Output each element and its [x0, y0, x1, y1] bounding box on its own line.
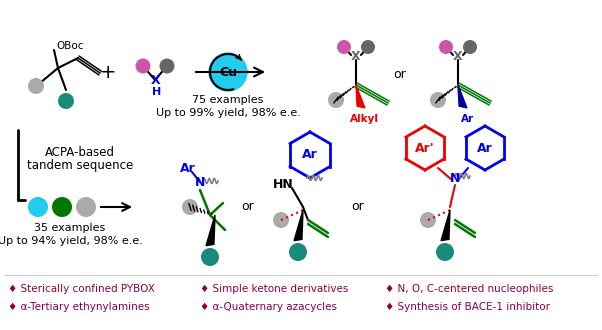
Text: Up to 94% yield, 98% e.e.: Up to 94% yield, 98% e.e. [0, 236, 143, 246]
Text: X: X [351, 50, 361, 63]
Circle shape [463, 40, 477, 54]
Text: ♦ α-Tertiary ethynylamines: ♦ α-Tertiary ethynylamines [8, 302, 150, 312]
Polygon shape [458, 85, 467, 108]
Polygon shape [356, 85, 365, 108]
Text: X: X [151, 75, 161, 87]
Circle shape [337, 40, 351, 54]
Circle shape [28, 197, 48, 217]
Text: HN: HN [273, 179, 293, 191]
Polygon shape [294, 210, 303, 241]
Circle shape [201, 248, 219, 266]
Circle shape [273, 212, 289, 228]
Text: Alkyl: Alkyl [350, 114, 379, 124]
Circle shape [436, 243, 454, 261]
Circle shape [160, 58, 175, 74]
Text: +: + [100, 62, 116, 82]
Text: or: or [241, 201, 255, 214]
Text: Ar': Ar' [415, 142, 435, 154]
Text: OBoc: OBoc [56, 41, 84, 51]
Text: Ar: Ar [477, 142, 493, 154]
Text: Up to 99% yield, 98% e.e.: Up to 99% yield, 98% e.e. [155, 108, 300, 118]
Text: ♦ Synthesis of BACE-1 inhibitor: ♦ Synthesis of BACE-1 inhibitor [385, 302, 550, 312]
Text: X: X [453, 50, 463, 63]
Circle shape [289, 243, 307, 261]
Circle shape [58, 93, 74, 109]
Circle shape [182, 199, 198, 215]
Text: Ar: Ar [180, 161, 196, 175]
Polygon shape [206, 215, 215, 246]
Polygon shape [441, 210, 450, 241]
Circle shape [209, 53, 247, 91]
Text: 75 examples: 75 examples [192, 95, 264, 105]
Text: Ar: Ar [302, 148, 318, 161]
Circle shape [28, 78, 44, 94]
Text: or: or [394, 69, 406, 82]
Text: 35 examples: 35 examples [34, 223, 105, 233]
Text: tandem sequence: tandem sequence [27, 158, 133, 172]
Text: H: H [152, 87, 161, 97]
Text: N: N [450, 172, 460, 184]
Text: Cu: Cu [219, 65, 237, 79]
Text: N: N [195, 177, 205, 189]
Circle shape [361, 40, 375, 54]
Circle shape [76, 197, 96, 217]
Text: Ar: Ar [462, 114, 474, 124]
Circle shape [430, 92, 446, 108]
Circle shape [135, 58, 150, 74]
Text: ♦ N, O, C-centered nucleophiles: ♦ N, O, C-centered nucleophiles [385, 284, 553, 294]
Text: ♦ Simple ketone derivatives: ♦ Simple ketone derivatives [200, 284, 349, 294]
Circle shape [420, 212, 436, 228]
Text: ♦ α-Quaternary azacycles: ♦ α-Quaternary azacycles [200, 302, 337, 312]
Text: ACPA-based: ACPA-based [45, 146, 115, 158]
Text: ♦ Sterically confined PYBOX: ♦ Sterically confined PYBOX [8, 284, 155, 294]
Circle shape [439, 40, 453, 54]
Circle shape [328, 92, 344, 108]
Circle shape [52, 197, 72, 217]
Text: or: or [352, 201, 364, 214]
